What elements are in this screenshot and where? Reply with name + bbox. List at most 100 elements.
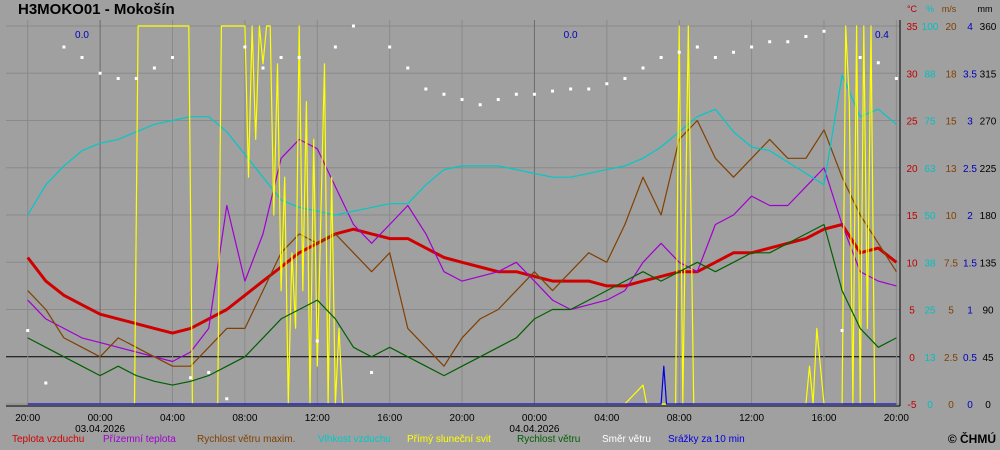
wind-direction-point <box>713 56 717 59</box>
x-tick-label: 20:00 <box>15 413 40 424</box>
wind-direction-point <box>261 66 265 70</box>
wind-direction-point <box>134 77 138 80</box>
y-tick-label: 225 <box>980 164 997 175</box>
wind-direction-point <box>170 56 174 59</box>
y-tick-label: 315 <box>980 69 997 80</box>
y-tick-label: 75 <box>924 117 936 128</box>
precip-sum-label: 0.0 <box>564 30 578 41</box>
wind-direction-point <box>279 56 283 59</box>
x-tick-label: 08:00 <box>667 413 692 424</box>
wind-direction-point <box>894 77 898 80</box>
y-tick-label: 20 <box>906 164 918 175</box>
y-tick-label: 0 <box>927 400 933 411</box>
legend-item: Srážky za 10 min <box>668 434 745 445</box>
wind-direction-point <box>551 89 555 93</box>
wind-direction-point <box>225 397 229 401</box>
x-tick-label: 04:00 <box>160 413 185 424</box>
legend-item: Rychlost větru <box>517 434 581 445</box>
wind-direction-point <box>80 56 84 59</box>
y-tick-label: 88 <box>924 69 936 80</box>
wind-direction-point <box>388 45 392 49</box>
wind-direction-point <box>569 87 573 91</box>
wind-direction-point <box>532 92 536 96</box>
precip-sum-label: 0.0 <box>75 30 89 41</box>
wind-direction-point <box>333 45 337 49</box>
wind-direction-point <box>623 77 627 80</box>
wind-direction-point <box>732 50 736 54</box>
y-tick-label: 0 <box>948 400 954 411</box>
y-tick-label: 7.5 <box>944 258 958 269</box>
legend-item: Přímý sluneční svit <box>407 434 491 445</box>
x-tick-label: 20:00 <box>450 413 475 424</box>
legend-item: Teplota vzduchu <box>12 434 85 445</box>
wind-direction-point <box>478 103 482 107</box>
x-tick-label: 12:00 <box>739 413 764 424</box>
wind-direction-point <box>315 339 319 343</box>
y-tick-label: 10 <box>945 211 957 222</box>
axis-unit-label: mm <box>978 4 993 14</box>
wind-direction-point <box>189 376 193 380</box>
y-tick-label: 20 <box>945 22 957 33</box>
wind-direction-point <box>44 381 48 385</box>
page-title: H3MOKO01 - Mokošín <box>18 1 175 18</box>
wind-direction-point <box>442 92 446 96</box>
wind-direction-point <box>876 61 880 65</box>
y-tick-label: 25 <box>924 306 936 317</box>
series-line-srazky-za-10-min <box>27 365 897 405</box>
wind-direction-point <box>514 92 518 96</box>
y-tick-label: 2.5 <box>963 164 977 175</box>
series-line-prizemni-teplota <box>27 138 897 363</box>
legend-item: Přízemní teplota <box>103 434 176 445</box>
y-tick-label: 13 <box>945 164 957 175</box>
series-line-rychlost-vetru-maxim- <box>27 119 897 367</box>
wind-direction-point <box>351 24 355 28</box>
y-tick-label: 100 <box>922 22 939 33</box>
axis-unit-label: °C <box>907 4 918 14</box>
x-tick-label: 12:00 <box>305 413 330 424</box>
chart-legend: Teplota vzduchu Přízemní teplota Rychlost … <box>0 434 1000 450</box>
wind-direction-point <box>370 371 374 374</box>
y-tick-label: 15 <box>906 211 918 222</box>
y-tick-label: 135 <box>980 258 997 269</box>
y-tick-label: 270 <box>980 117 997 128</box>
wind-direction-point <box>822 29 826 33</box>
y-tick-label: 45 <box>982 353 994 364</box>
wind-direction-point <box>858 56 862 59</box>
y-tick-label: 63 <box>924 164 936 175</box>
legend-item: Vlhkost vzduchu <box>318 434 391 445</box>
wind-direction-point <box>98 71 102 75</box>
wind-direction-point <box>750 45 754 49</box>
wind-direction-point <box>840 329 844 332</box>
wind-direction-point <box>804 35 808 38</box>
y-tick-label: 30 <box>906 69 918 80</box>
wind-direction-point <box>460 98 464 101</box>
x-tick-label: 20:00 <box>884 413 909 424</box>
date-label: 04.04.2026 <box>509 424 559 435</box>
y-tick-label: 360 <box>980 22 997 33</box>
y-tick-label: 0 <box>985 400 991 411</box>
y-tick-label: 5 <box>909 306 915 317</box>
y-tick-label: 5 <box>948 306 954 317</box>
y-tick-label: 0 <box>967 400 973 411</box>
date-label: 03.04.2026 <box>75 424 125 435</box>
y-tick-label: 25 <box>906 117 918 128</box>
wind-direction-point <box>207 371 211 374</box>
wind-direction-point <box>297 56 301 59</box>
y-tick-label: 10 <box>906 258 918 269</box>
wind-direction-point <box>406 66 410 70</box>
wind-direction-point <box>26 329 30 332</box>
x-tick-label: 00:00 <box>522 413 547 424</box>
wind-direction-point <box>659 56 663 59</box>
x-tick-label: 00:00 <box>88 413 113 424</box>
wind-direction-point <box>786 40 790 44</box>
axis-unit-label: % <box>926 4 934 14</box>
wind-direction-point <box>424 87 428 91</box>
y-tick-label: 0 <box>909 353 915 364</box>
x-tick-label: 04:00 <box>594 413 619 424</box>
y-tick-label: 0.5 <box>963 353 977 364</box>
y-tick-label: 90 <box>982 306 994 317</box>
wind-direction-point <box>62 45 66 49</box>
y-tick-label: 180 <box>980 211 997 222</box>
x-tick-label: 16:00 <box>377 413 402 424</box>
